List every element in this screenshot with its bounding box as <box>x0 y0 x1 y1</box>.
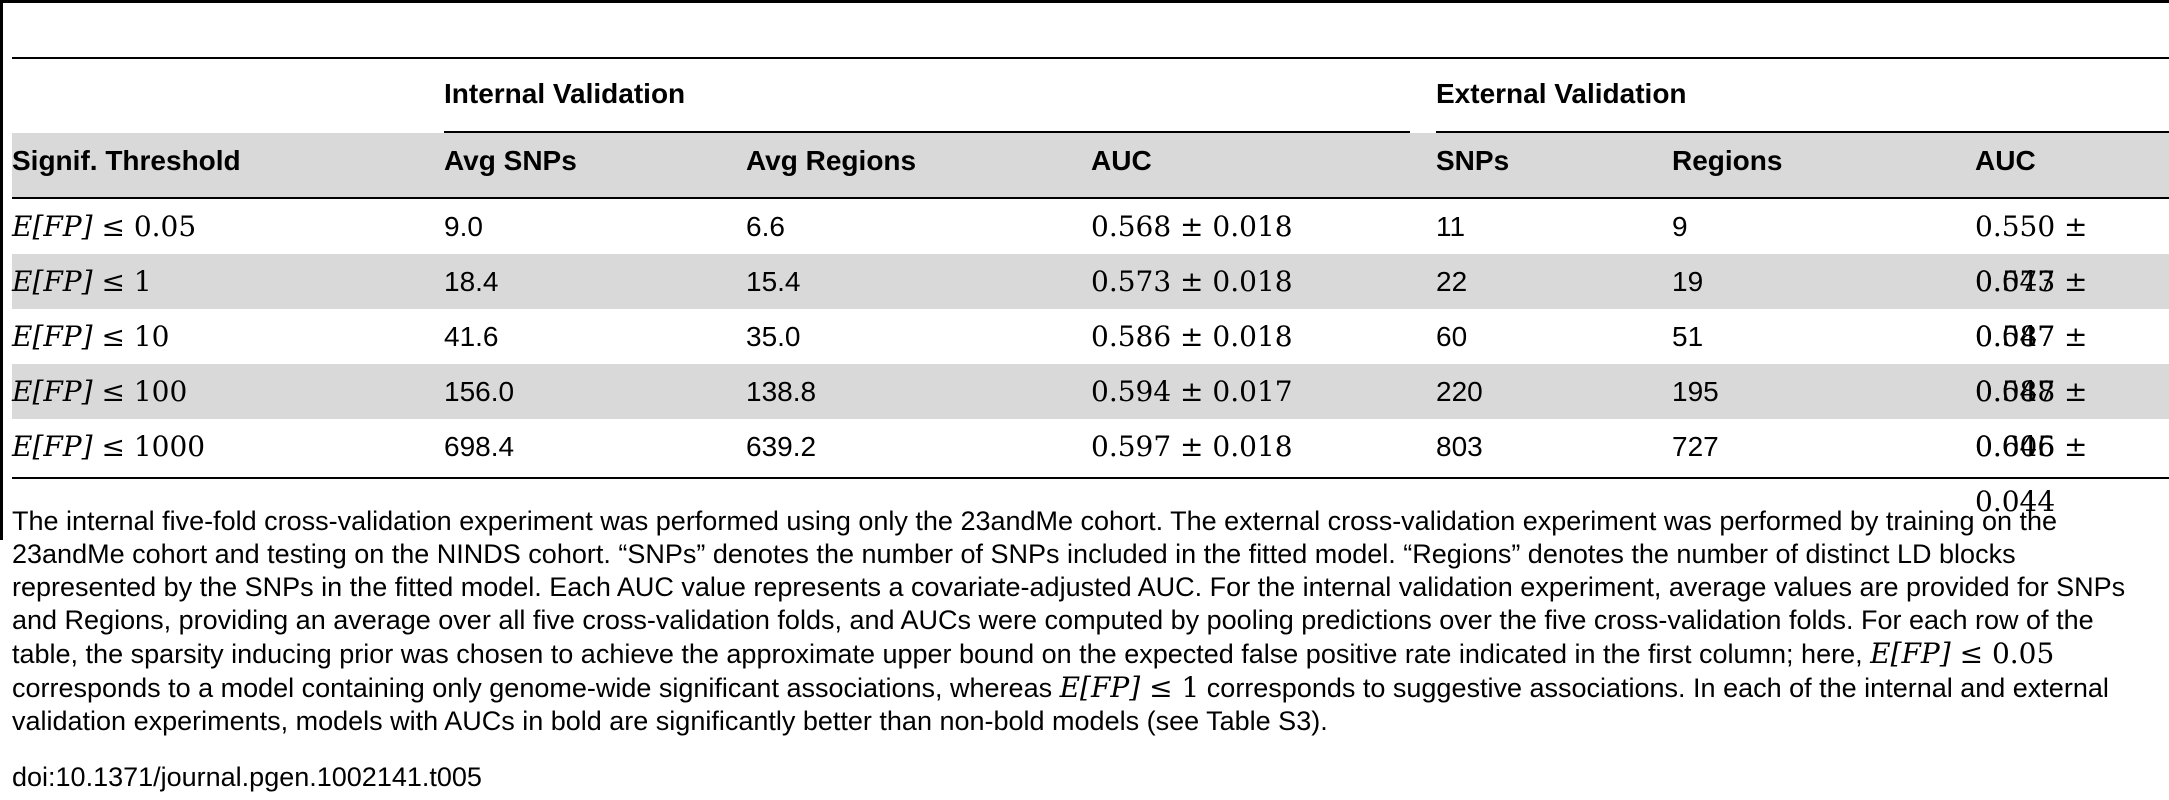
caption-math-1: E[FP] ≤ 0.05 <box>1870 637 2055 670</box>
internal-auc-cell: 0.594 ± 0.017 <box>1091 375 1293 408</box>
external-underline <box>1436 131 2169 133</box>
group-header-internal: Internal Validation <box>444 78 686 109</box>
row-band-4 <box>12 364 2169 419</box>
avg-regions-cell: 138.8 <box>746 376 817 407</box>
internal-underline <box>444 131 1410 133</box>
table-bottom-rule <box>12 477 2169 479</box>
row-band-2 <box>12 254 2169 309</box>
external-auc-cell: 0.573 ± 0.047 <box>1975 265 2088 353</box>
avg-snps-cell: 698.4 <box>444 431 515 462</box>
header-row-background <box>12 133 2169 197</box>
col-header-threshold: Signif. Threshold <box>12 145 241 176</box>
col-header-avg-regions: Avg Regions <box>746 145 917 176</box>
left-border <box>0 0 3 540</box>
threshold-cell: E[FP] ≤ 1000 <box>12 430 206 463</box>
internal-auc-cell: 0.597 ± 0.018 <box>1091 430 1293 463</box>
threshold-cell: E[FP] ≤ 0.05 <box>12 210 197 243</box>
internal-auc-cell: 0.568 ± 0.018 <box>1091 210 1293 243</box>
avg-regions-cell: 639.2 <box>746 431 817 462</box>
doi-link[interactable]: doi:10.1371/journal.pgen.1002141.t005 <box>12 762 482 792</box>
caption-math-2: E[FP] ≤ 1 <box>1059 671 1200 704</box>
col-header-regions: Regions <box>1672 145 1783 176</box>
external-auc-cell: 0.605 ± 0.044 <box>1975 430 2088 518</box>
regions-cell: 19 <box>1672 266 1704 297</box>
regions-cell: 195 <box>1672 376 1719 407</box>
internal-auc-cell: 0.586 ± 0.018 <box>1091 320 1293 353</box>
threshold-cell: E[FP] ≤ 100 <box>12 375 188 408</box>
top-border <box>0 0 2169 3</box>
internal-auc-cell: 0.573 ± 0.018 <box>1091 265 1293 298</box>
table-caption: The internal five-fold cross-validation … <box>12 506 2126 736</box>
snps-cell: 11 <box>1436 211 1466 242</box>
threshold-cell: E[FP] ≤ 10 <box>12 320 170 353</box>
avg-snps-cell: 156.0 <box>444 376 515 407</box>
avg-regions-cell: 15.4 <box>746 266 801 297</box>
header-bottom-rule <box>12 197 2169 199</box>
avg-snps-cell: 9.0 <box>444 211 483 242</box>
avg-snps-cell: 41.6 <box>444 321 499 352</box>
snps-cell: 803 <box>1436 431 1483 462</box>
group-header-external: External Validation <box>1436 78 1687 109</box>
threshold-cell: E[FP] ≤ 1 <box>12 265 152 298</box>
table-top-rule <box>12 57 2169 59</box>
col-header-avg-snps: Avg SNPs <box>444 145 577 176</box>
snps-cell: 220 <box>1436 376 1483 407</box>
regions-cell: 727 <box>1672 431 1719 462</box>
external-auc-cell: 0.550 ± 0.047 <box>1975 210 2088 298</box>
external-auc-cell: 0.588 ± 0.046 <box>1975 375 2088 463</box>
col-header-internal-auc: AUC <box>1091 145 1152 176</box>
regions-cell: 9 <box>1672 211 1688 242</box>
col-header-snps: SNPs <box>1436 145 1510 176</box>
external-auc-cell: 0.587 ± 0.047 <box>1975 320 2088 408</box>
avg-regions-cell: 35.0 <box>746 321 801 352</box>
avg-snps-cell: 18.4 <box>444 266 499 297</box>
avg-regions-cell: 6.6 <box>746 211 785 242</box>
regions-cell: 51 <box>1672 321 1704 352</box>
col-header-external-auc: AUC <box>1975 145 2036 176</box>
snps-cell: 22 <box>1436 266 1468 297</box>
snps-cell: 60 <box>1436 321 1468 352</box>
